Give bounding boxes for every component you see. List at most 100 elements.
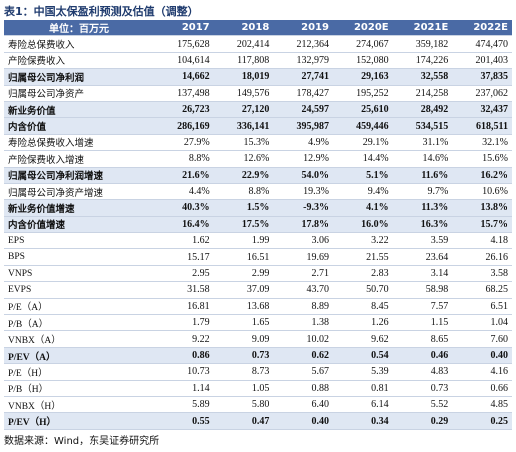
value-cell: 16.4% [154, 216, 214, 234]
value-cell: 11.3% [392, 199, 453, 217]
value-cell: 212,364 [273, 35, 333, 53]
value-cell: 6.40 [273, 396, 333, 414]
value-cell: 178,427 [273, 85, 333, 102]
value-cell: 152,080 [332, 52, 393, 70]
value-cell: 1.05 [213, 380, 274, 397]
value-cell: 201,403 [452, 52, 512, 70]
table-row: BPS 15.17 16.51 19.69 21.55 23.64 26.16 [4, 248, 512, 266]
value-cell: 15.7% [452, 216, 512, 234]
value-cell: 0.66 [452, 380, 512, 397]
table-row: P/EV（H） 0.55 0.47 0.40 0.34 0.29 0.25 [4, 412, 512, 430]
value-cell: 149,576 [213, 85, 274, 102]
value-cell: 58.98 [392, 281, 453, 299]
value-cell: 23.64 [392, 248, 453, 266]
value-cell: 54.0% [273, 167, 333, 184]
row-label: EVPS [4, 281, 154, 299]
value-cell: 175,628 [154, 35, 214, 53]
value-cell: 0.81 [332, 380, 393, 397]
value-cell: 16.51 [213, 248, 274, 266]
value-cell: 3.58 [452, 265, 512, 283]
value-cell: 2.95 [154, 265, 214, 283]
row-label: P/E（A） [4, 298, 154, 316]
value-cell: 5.67 [273, 363, 333, 381]
value-cell: 6.51 [452, 298, 512, 316]
header-cell: 2022E [452, 20, 512, 37]
value-cell: 0.73 [392, 380, 453, 397]
value-cell: 0.62 [273, 347, 333, 365]
value-cell: 19.69 [273, 248, 333, 266]
value-cell: 27,741 [273, 68, 333, 86]
value-cell: 3.22 [332, 232, 393, 250]
value-cell: 31.58 [154, 281, 214, 299]
value-cell: 10.02 [273, 330, 333, 348]
table-row: VNBX（A） 9.22 9.09 10.02 9.62 8.65 7.60 [4, 330, 512, 348]
row-label: 内含价值增速 [4, 216, 154, 234]
value-cell: 117,808 [213, 52, 274, 70]
table-row: VNPS 2.95 2.99 2.71 2.83 3.14 3.58 [4, 265, 512, 283]
value-cell: 29.1% [332, 134, 393, 152]
value-cell: 534,515 [392, 117, 453, 135]
table-title: 表1：中国太保盈利预测及估值（调整） [4, 5, 199, 18]
table-row: 归属母公司净利润增速 21.6% 22.9% 54.0% 5.1% 11.6% 16.2% [4, 167, 512, 184]
value-cell: 0.25 [452, 412, 512, 430]
table-row: P/EV（A） 0.86 0.73 0.62 0.54 0.46 0.40 [4, 347, 512, 365]
value-cell: 8.73 [213, 363, 274, 381]
row-label: EPS [4, 232, 154, 250]
value-cell: 1.62 [154, 232, 214, 250]
row-label: 归属母公司净资产 [4, 85, 154, 102]
table-row: 新业务价值增速 40.3% 1.5% -9.3% 4.1% 11.3% 13.8% [4, 199, 512, 217]
value-cell: 8.89 [273, 298, 333, 316]
value-cell: 0.73 [213, 347, 274, 365]
value-cell: 7.57 [392, 298, 453, 316]
value-cell: 104,614 [154, 52, 214, 70]
table-row: P/E（H） 10.73 8.73 5.67 5.39 4.83 4.16 [4, 363, 512, 381]
value-cell: 0.40 [273, 412, 333, 430]
table-row: 寿险总保费收入 175,628 202,414 212,364 274,067 359,1… [4, 35, 512, 53]
value-cell: 26.16 [452, 248, 512, 266]
value-cell: 9.22 [154, 330, 214, 348]
value-cell: 0.47 [213, 412, 274, 430]
table-row: 产险保费收入 104,614 117,808 132,979 152,080 174,22… [4, 52, 512, 70]
value-cell: 25,610 [332, 101, 393, 119]
value-cell: 31.1% [392, 134, 453, 152]
value-cell: 5.1% [332, 167, 393, 184]
value-cell: 1.5% [213, 199, 274, 217]
value-cell: 459,446 [332, 117, 393, 135]
value-cell: 15.3% [213, 134, 274, 152]
table-row: 内含价值 286,169 336,141 395,987 459,446 534,515 6… [4, 117, 512, 135]
row-label: VNPS [4, 265, 154, 283]
header-cell: 2018 [213, 20, 274, 37]
value-cell: 27,120 [213, 101, 274, 119]
value-cell: 4.18 [452, 232, 512, 250]
value-cell: 1.04 [452, 314, 512, 332]
value-cell: 5.52 [392, 396, 453, 414]
value-cell: 21.55 [332, 248, 393, 266]
row-label: 归属母公司净资产增速 [4, 183, 154, 201]
value-cell: 2.71 [273, 265, 333, 283]
value-cell: 336,141 [213, 117, 274, 135]
value-cell: 1.65 [213, 314, 274, 332]
value-cell: 1.14 [154, 380, 214, 397]
value-cell: 3.06 [273, 232, 333, 250]
value-cell: 0.88 [273, 380, 333, 397]
header-row: 单位：百万元 2017 2018 2019 2020E 2021E 2022E [4, 20, 512, 37]
row-label: P/B（H） [4, 380, 154, 397]
value-cell: 195,252 [332, 85, 393, 102]
value-cell: 4.85 [452, 396, 512, 414]
row-label: 归属母公司净利润增速 [4, 167, 154, 184]
value-cell: 7.60 [452, 330, 512, 348]
row-label: 寿险总保费收入 [4, 35, 154, 53]
table-row: 归属母公司净利润 14,662 18,019 27,741 29,163 32,558 37… [4, 68, 512, 86]
header-cell: 2017 [154, 20, 214, 37]
value-cell: 2.99 [213, 265, 274, 283]
value-cell: -9.3% [273, 199, 333, 217]
value-cell: 8.45 [332, 298, 393, 316]
value-cell: 43.70 [273, 281, 333, 299]
value-cell: 174,226 [392, 52, 453, 70]
value-cell: 6.14 [332, 396, 393, 414]
value-cell: 32.1% [452, 134, 512, 152]
table-row: P/B（H） 1.14 1.05 0.88 0.81 0.73 0.66 [4, 380, 512, 397]
value-cell: 4.83 [392, 363, 453, 381]
value-cell: 0.29 [392, 412, 453, 430]
